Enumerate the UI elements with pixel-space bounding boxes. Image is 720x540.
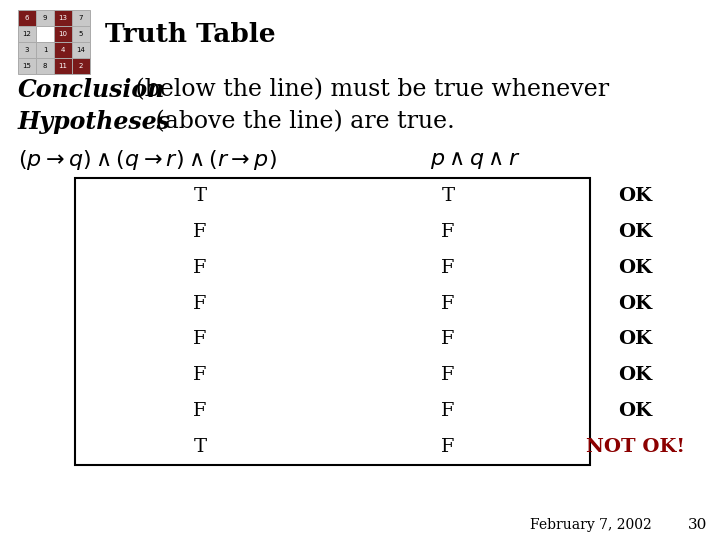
- Text: 12: 12: [22, 31, 32, 37]
- Text: 11: 11: [58, 63, 68, 69]
- Bar: [36, 42, 54, 58]
- Text: 8: 8: [42, 63, 48, 69]
- Text: F: F: [441, 366, 455, 384]
- Text: OK: OK: [618, 187, 652, 205]
- Text: 14: 14: [76, 47, 86, 53]
- Text: OK: OK: [618, 294, 652, 313]
- Bar: [36, 26, 54, 42]
- Bar: [54, 58, 72, 74]
- Text: OK: OK: [618, 223, 652, 241]
- Text: F: F: [193, 366, 207, 384]
- Text: OK: OK: [618, 366, 652, 384]
- Text: F: F: [193, 402, 207, 420]
- Text: OK: OK: [618, 330, 652, 348]
- Bar: [36, 58, 54, 74]
- Text: 5: 5: [78, 31, 84, 37]
- Text: 2: 2: [78, 63, 84, 69]
- Text: F: F: [193, 330, 207, 348]
- Bar: [72, 10, 90, 26]
- Text: T: T: [194, 438, 207, 456]
- Text: 3: 3: [24, 47, 30, 53]
- Text: February 7, 2002: February 7, 2002: [530, 518, 652, 532]
- Text: OK: OK: [618, 402, 652, 420]
- Text: OK: OK: [618, 259, 652, 276]
- Text: NOT OK!: NOT OK!: [585, 438, 685, 456]
- Bar: [72, 58, 90, 74]
- Bar: [18, 58, 36, 74]
- Text: F: F: [441, 259, 455, 276]
- Text: F: F: [441, 330, 455, 348]
- Text: 4: 4: [60, 47, 66, 53]
- Text: F: F: [193, 259, 207, 276]
- Text: F: F: [441, 294, 455, 313]
- Bar: [54, 42, 72, 58]
- Text: F: F: [193, 223, 207, 241]
- Text: $(p \rightarrow q) \wedge (q \rightarrow r) \wedge (r \rightarrow p)$: $(p \rightarrow q) \wedge (q \rightarrow…: [18, 148, 276, 172]
- Bar: [18, 10, 36, 26]
- Bar: [72, 42, 90, 58]
- Bar: [75, 178, 590, 465]
- Text: (above the line) are true.: (above the line) are true.: [148, 111, 455, 133]
- Text: T: T: [441, 187, 454, 205]
- Text: 30: 30: [688, 518, 708, 532]
- Text: 6: 6: [24, 15, 30, 21]
- Text: 13: 13: [58, 15, 68, 21]
- Bar: [54, 10, 72, 26]
- Bar: [18, 26, 36, 42]
- Text: F: F: [441, 223, 455, 241]
- Text: (below the line) must be true whenever: (below the line) must be true whenever: [128, 78, 609, 102]
- Text: 10: 10: [58, 31, 68, 37]
- Text: 15: 15: [22, 63, 32, 69]
- Bar: [36, 10, 54, 26]
- Text: F: F: [193, 294, 207, 313]
- Text: 9: 9: [42, 15, 48, 21]
- Text: $p \wedge q \wedge r$: $p \wedge q \wedge r$: [430, 149, 521, 171]
- Text: Hypotheses: Hypotheses: [18, 110, 171, 134]
- Text: F: F: [441, 402, 455, 420]
- Bar: [72, 26, 90, 42]
- Text: Truth Table: Truth Table: [105, 23, 276, 48]
- Text: F: F: [441, 438, 455, 456]
- Text: 7: 7: [78, 15, 84, 21]
- Text: T: T: [194, 187, 207, 205]
- Bar: [18, 42, 36, 58]
- Bar: [54, 26, 72, 42]
- Text: 1: 1: [42, 47, 48, 53]
- Text: Conclusion: Conclusion: [18, 78, 166, 102]
